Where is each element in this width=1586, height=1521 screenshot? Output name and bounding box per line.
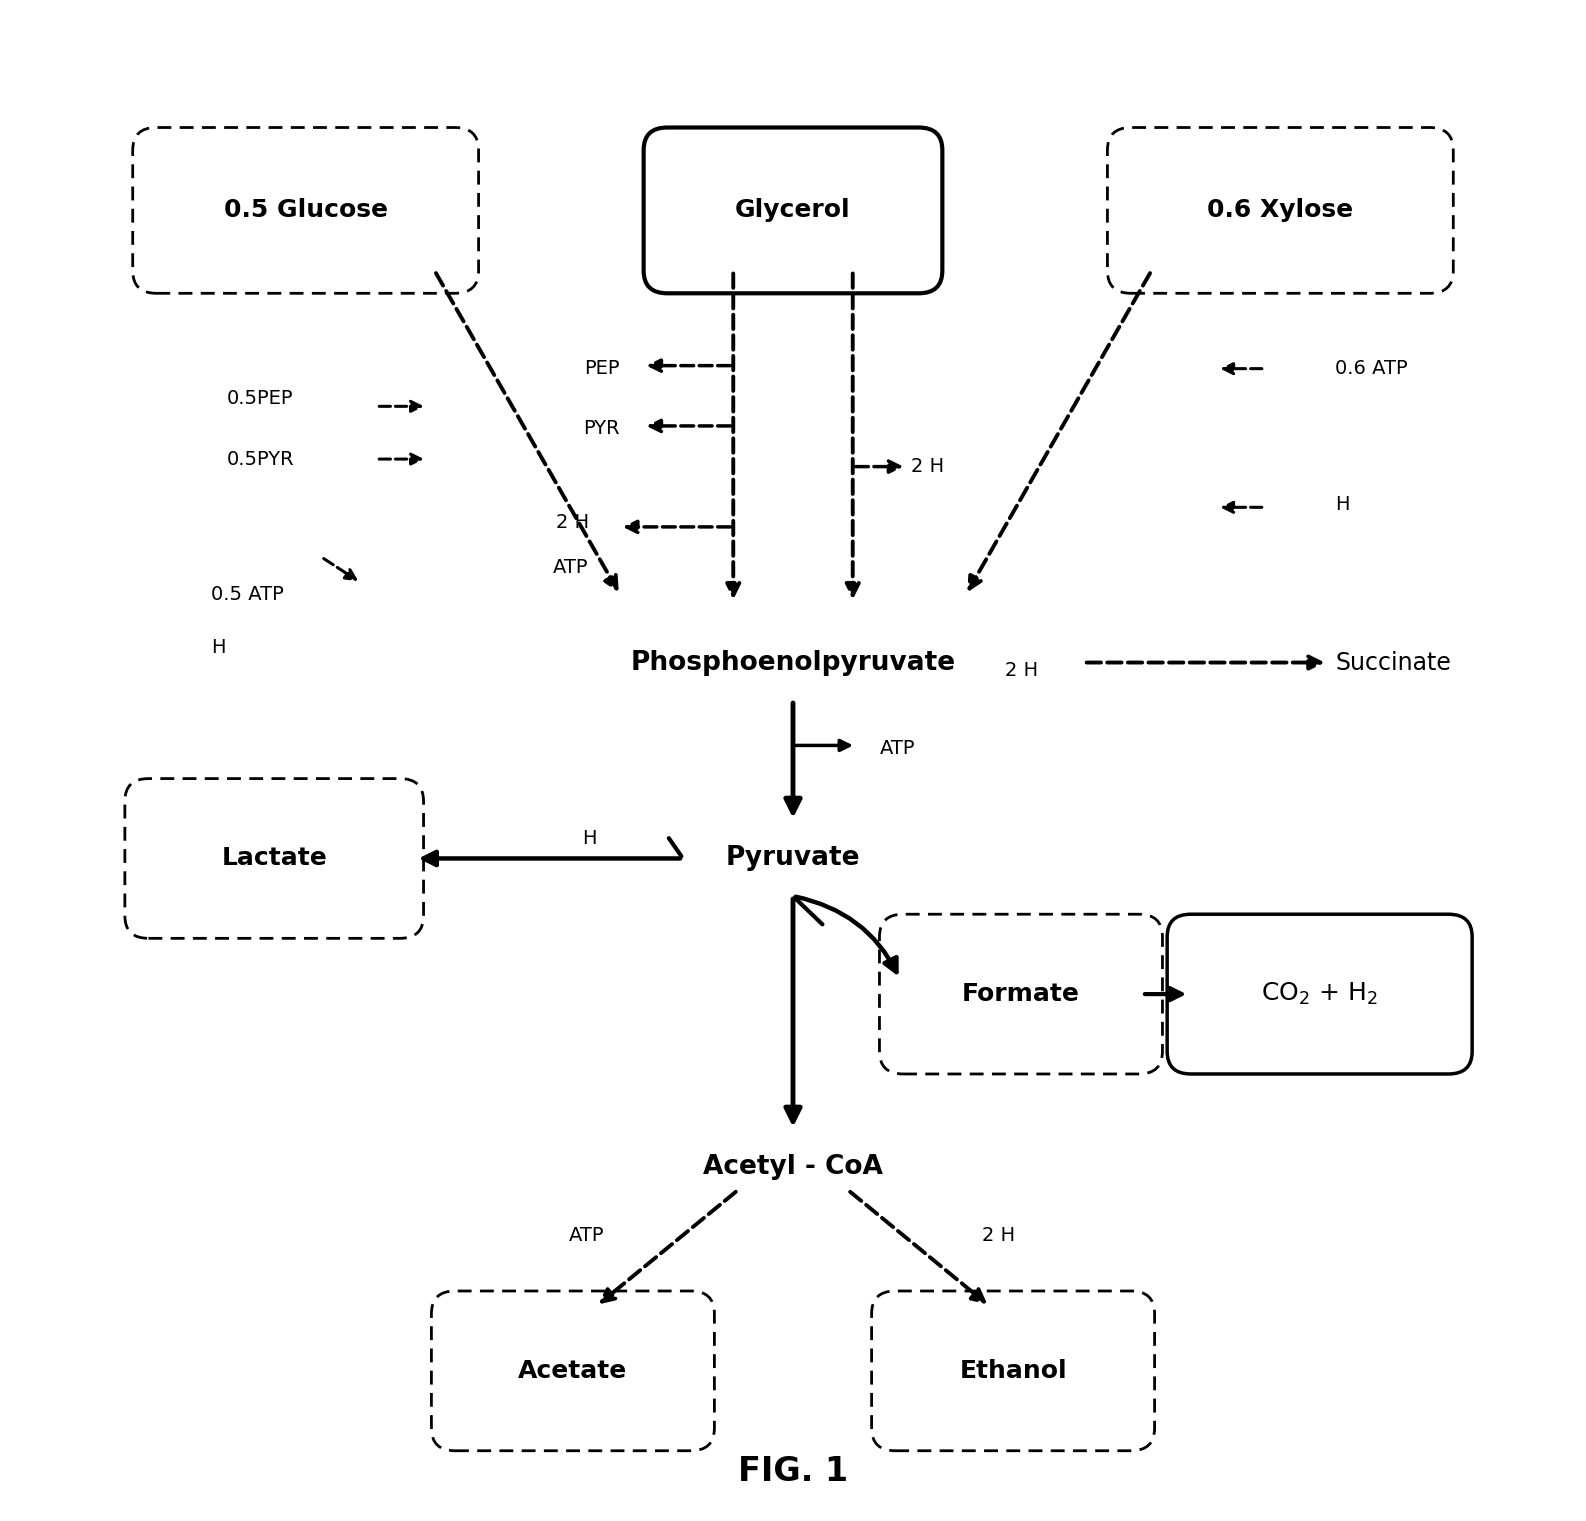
Text: 0.5 Glucose: 0.5 Glucose <box>224 198 387 222</box>
FancyBboxPatch shape <box>1107 128 1453 294</box>
Text: Succinate: Succinate <box>1335 651 1451 674</box>
FancyBboxPatch shape <box>880 914 1163 1074</box>
Text: PYR: PYR <box>584 420 620 438</box>
Text: CO$_2$ + H$_2$: CO$_2$ + H$_2$ <box>1261 981 1378 1007</box>
Text: PEP: PEP <box>585 359 620 379</box>
FancyBboxPatch shape <box>133 128 479 294</box>
Text: 0.6 Xylose: 0.6 Xylose <box>1207 198 1353 222</box>
Text: 2 H: 2 H <box>910 458 944 476</box>
Text: Acetyl - CoA: Acetyl - CoA <box>703 1154 883 1180</box>
Text: Lactate: Lactate <box>222 847 327 870</box>
Text: H: H <box>1335 494 1350 514</box>
Text: Formate: Formate <box>963 983 1080 1005</box>
Text: 0.6 ATP: 0.6 ATP <box>1335 359 1408 379</box>
FancyBboxPatch shape <box>431 1291 714 1451</box>
Text: H: H <box>211 637 225 657</box>
Text: 0.5 ATP: 0.5 ATP <box>211 586 284 604</box>
FancyBboxPatch shape <box>1167 914 1472 1074</box>
Text: ATP: ATP <box>880 739 915 757</box>
Text: 2 H: 2 H <box>1006 660 1039 680</box>
FancyBboxPatch shape <box>644 128 942 294</box>
Text: 2 H: 2 H <box>982 1226 1015 1244</box>
FancyBboxPatch shape <box>872 1291 1155 1451</box>
Text: FIG. 1: FIG. 1 <box>737 1456 849 1489</box>
Text: Phosphoenolpyruvate: Phosphoenolpyruvate <box>631 649 955 675</box>
Text: Acetate: Acetate <box>519 1358 628 1383</box>
Text: 0.5PEP: 0.5PEP <box>227 389 293 408</box>
Text: 0.5PYR: 0.5PYR <box>227 450 295 468</box>
Text: Pyruvate: Pyruvate <box>726 846 860 872</box>
FancyBboxPatch shape <box>125 779 423 938</box>
Text: Ethanol: Ethanol <box>960 1358 1067 1383</box>
Text: ATP: ATP <box>569 1226 604 1244</box>
Text: ATP: ATP <box>554 558 588 576</box>
Text: 2 H: 2 H <box>555 513 588 532</box>
Text: H: H <box>582 829 596 849</box>
Text: Glycerol: Glycerol <box>736 198 850 222</box>
